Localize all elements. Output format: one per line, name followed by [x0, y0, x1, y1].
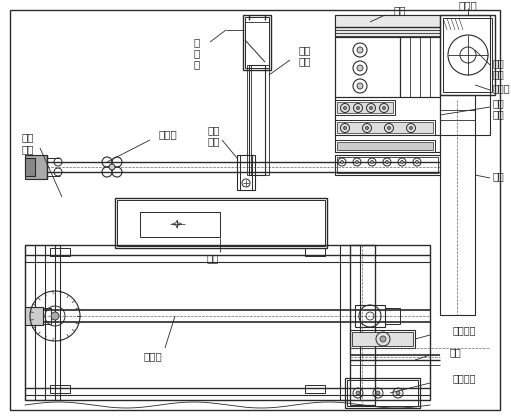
Circle shape — [109, 164, 115, 170]
Bar — [337, 157, 438, 173]
Bar — [335, 100, 395, 115]
Bar — [305, 248, 325, 256]
Text: 凸轮磙子: 凸轮磙子 — [453, 325, 476, 335]
Bar — [117, 200, 325, 246]
Circle shape — [387, 126, 390, 129]
Text: 机座: 机座 — [394, 5, 406, 15]
Bar — [335, 155, 440, 175]
Text: 调节: 调节 — [208, 125, 220, 135]
Text: 仓: 仓 — [194, 59, 200, 69]
Circle shape — [51, 312, 59, 320]
Bar — [440, 95, 475, 315]
Circle shape — [370, 160, 374, 163]
Bar — [352, 332, 413, 346]
Circle shape — [357, 47, 363, 53]
Circle shape — [380, 336, 386, 342]
Bar — [335, 140, 435, 152]
Circle shape — [357, 107, 360, 110]
Text: 料: 料 — [194, 48, 200, 58]
Circle shape — [365, 126, 368, 129]
Text: 机构: 机构 — [493, 109, 505, 119]
Bar — [335, 37, 400, 97]
Circle shape — [401, 160, 404, 163]
Bar — [140, 212, 220, 237]
Circle shape — [343, 126, 346, 129]
Bar — [335, 15, 440, 37]
Circle shape — [357, 83, 363, 89]
Text: 链轮轴: 链轮轴 — [144, 351, 162, 361]
Circle shape — [396, 391, 400, 395]
Text: 长槽: 长槽 — [208, 136, 220, 146]
Bar — [25, 245, 430, 400]
Bar — [237, 155, 255, 190]
Bar — [25, 155, 47, 179]
Bar — [347, 380, 418, 406]
Circle shape — [340, 160, 343, 163]
Circle shape — [383, 107, 385, 110]
Text: 连接座: 连接座 — [459, 0, 477, 10]
Bar — [400, 37, 440, 97]
Bar — [440, 15, 495, 95]
Bar — [115, 198, 327, 248]
Bar — [305, 385, 325, 393]
Bar — [43, 308, 51, 324]
Text: 凸轮机构: 凸轮机构 — [453, 373, 476, 383]
Circle shape — [357, 65, 363, 71]
Circle shape — [376, 391, 380, 395]
Bar — [337, 102, 393, 113]
Text: 螺栓孔: 螺栓孔 — [493, 83, 510, 93]
Bar — [335, 120, 435, 135]
Bar — [385, 308, 400, 324]
Bar — [335, 15, 490, 135]
Text: 船舱: 船舱 — [207, 253, 219, 263]
Bar — [337, 122, 433, 133]
Bar — [350, 330, 415, 348]
Bar — [443, 18, 492, 92]
Circle shape — [343, 107, 346, 110]
Circle shape — [409, 126, 412, 129]
Bar — [243, 15, 271, 70]
Text: 安装: 安装 — [493, 58, 505, 68]
Text: 摆动: 摆动 — [22, 132, 34, 142]
Circle shape — [415, 160, 419, 163]
Bar — [337, 142, 433, 150]
Text: 支撑板: 支撑板 — [158, 129, 177, 139]
Bar — [25, 245, 60, 400]
Bar — [50, 385, 70, 393]
Text: 角型: 角型 — [299, 45, 311, 55]
Bar — [335, 97, 440, 152]
Text: 立柱: 立柱 — [299, 56, 311, 66]
Circle shape — [356, 391, 360, 395]
Text: 滑轮: 滑轮 — [493, 69, 505, 79]
Bar — [345, 378, 420, 408]
Bar — [247, 65, 251, 175]
Bar — [50, 248, 70, 256]
Text: 储: 储 — [194, 37, 200, 47]
Bar — [245, 17, 269, 68]
Text: 机架: 机架 — [493, 171, 505, 181]
Bar — [355, 305, 385, 327]
Bar — [25, 158, 35, 176]
Text: 下放: 下放 — [493, 98, 505, 108]
Bar — [340, 245, 375, 400]
Bar — [265, 65, 269, 175]
Circle shape — [356, 160, 359, 163]
Text: 摆杆: 摆杆 — [450, 347, 462, 357]
Circle shape — [369, 107, 373, 110]
Bar — [249, 65, 265, 175]
Bar — [25, 307, 43, 325]
Text: 机构: 机构 — [22, 144, 34, 154]
Circle shape — [385, 160, 388, 163]
Bar — [350, 245, 375, 405]
